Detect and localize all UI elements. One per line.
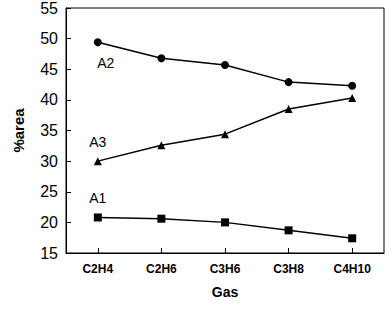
svg-text:A2: A2 — [97, 55, 114, 71]
svg-text:C3H8: C3H8 — [273, 262, 304, 276]
svg-text:20: 20 — [40, 214, 58, 231]
svg-text:%area: %area — [10, 108, 27, 153]
svg-text:A1: A1 — [89, 190, 106, 206]
svg-text:30: 30 — [40, 153, 58, 170]
svg-text:50: 50 — [40, 30, 58, 47]
svg-text:C3H6: C3H6 — [210, 262, 241, 276]
svg-text:35: 35 — [40, 122, 58, 139]
svg-text:C2H6: C2H6 — [146, 262, 177, 276]
svg-text:Gas: Gas — [212, 284, 239, 300]
svg-text:55: 55 — [40, 0, 58, 17]
svg-text:15: 15 — [40, 245, 58, 262]
svg-text:C2H4: C2H4 — [82, 262, 113, 276]
svg-text:A3: A3 — [89, 134, 106, 150]
svg-text:C4H10: C4H10 — [334, 262, 372, 276]
svg-text:40: 40 — [40, 91, 58, 108]
svg-text:45: 45 — [40, 61, 58, 78]
svg-text:25: 25 — [40, 183, 58, 200]
